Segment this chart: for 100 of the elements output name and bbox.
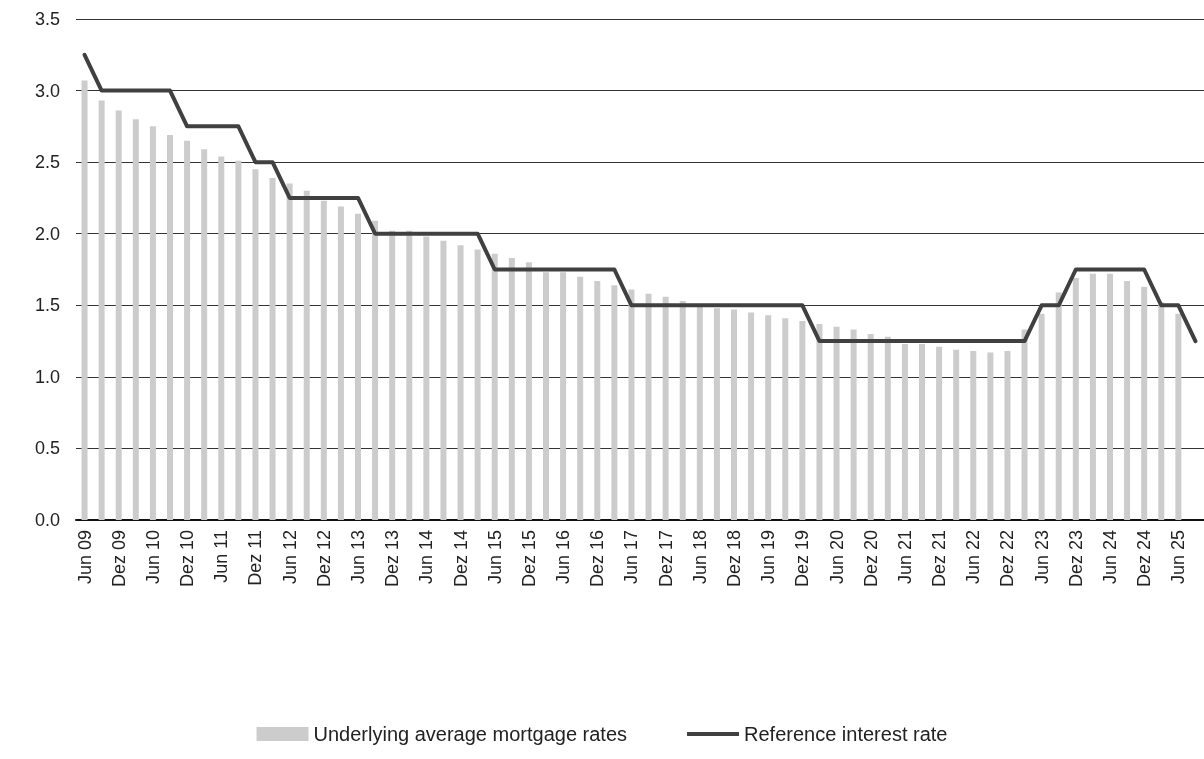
bar <box>1089 273 1096 520</box>
bar <box>98 100 105 520</box>
bar <box>1158 302 1165 520</box>
bar <box>543 272 549 520</box>
bar <box>337 206 344 520</box>
x-tick-label: Jun 13 <box>348 530 368 585</box>
bar <box>184 140 191 520</box>
bar <box>731 309 737 520</box>
x-tick-label: Jun 17 <box>621 530 642 585</box>
bar <box>303 190 310 520</box>
bar <box>970 351 977 520</box>
bar <box>269 177 276 520</box>
bar <box>115 110 122 520</box>
x-tick-label: Jun 24 <box>1100 530 1120 585</box>
bar <box>252 169 259 520</box>
x-tick-label: Jun 25 <box>1168 530 1189 585</box>
x-tick-label: Jun 10 <box>142 530 163 585</box>
bar <box>406 230 413 520</box>
bar <box>679 300 686 520</box>
bar <box>816 323 823 520</box>
y-tick-label: 1.5 <box>34 295 60 316</box>
x-tick-label: Dez 19 <box>792 530 813 588</box>
bar <box>799 321 806 520</box>
x-tick-label: Jun 11 <box>211 530 232 583</box>
bar <box>201 149 208 520</box>
x-tick-label: Dez 10 <box>177 530 198 588</box>
bar <box>696 306 703 520</box>
x-tick-label: Jun 23 <box>1031 530 1052 585</box>
bar <box>611 285 618 520</box>
x-tick-label: Dez 23 <box>1065 530 1086 588</box>
bar <box>919 343 925 520</box>
bar <box>286 183 293 520</box>
x-tick-label: Jun 15 <box>484 530 505 585</box>
y-tick-label: 3.0 <box>34 80 60 101</box>
bar <box>850 329 857 520</box>
bar <box>525 262 532 520</box>
x-tick-label: Dez 18 <box>724 530 744 588</box>
x-tick-label: Jun 09 <box>74 530 95 585</box>
x-tick-label: Jun 18 <box>689 530 710 585</box>
x-tick-label: Dez 22 <box>997 530 1018 588</box>
y-tick-label: 2.0 <box>34 223 60 244</box>
bar <box>748 312 755 520</box>
legend-label: Reference interest rate <box>744 723 948 745</box>
bar <box>355 213 361 520</box>
bar <box>833 326 840 520</box>
bar <box>1038 313 1045 520</box>
bar <box>628 289 635 520</box>
x-tick-label: Jun 20 <box>826 530 847 585</box>
bar <box>389 230 396 520</box>
y-tick-label: 0.0 <box>34 510 60 530</box>
bar <box>440 240 447 520</box>
bar <box>235 160 242 520</box>
bar <box>1107 273 1113 520</box>
bar <box>1021 329 1028 520</box>
bar <box>167 134 173 520</box>
x-tick-label: Dez 12 <box>313 530 334 588</box>
bar <box>474 249 481 520</box>
x-tick-label: Jun 22 <box>963 530 984 585</box>
bar <box>149 126 156 520</box>
bar <box>1072 278 1079 520</box>
bar <box>765 315 772 520</box>
bar <box>491 253 498 520</box>
x-tick-label: Dez 16 <box>587 530 608 588</box>
bar <box>662 296 669 520</box>
bar <box>218 156 225 520</box>
x-tick-label: Dez 15 <box>518 530 539 588</box>
x-tick-label: Dez 09 <box>108 530 129 588</box>
bar <box>1055 292 1062 520</box>
bar <box>987 352 994 520</box>
bar <box>1004 351 1011 520</box>
y-tick-label: 1.0 <box>34 366 60 387</box>
bar <box>867 333 874 520</box>
x-tick-label: Jun 14 <box>416 530 437 585</box>
x-tick-label: Jun 16 <box>553 530 574 585</box>
bar <box>372 220 379 520</box>
bar <box>953 349 960 520</box>
x-tick-label: Dez 17 <box>655 530 676 588</box>
x-tick-label: Dez 20 <box>860 530 881 588</box>
x-tick-label: Jun 19 <box>758 530 779 585</box>
bar <box>1175 313 1182 520</box>
x-tick-label: Jun 12 <box>279 530 300 585</box>
bar <box>457 245 464 520</box>
bar <box>936 346 943 520</box>
bar <box>132 119 139 520</box>
y-tick-label: 3.5 <box>34 9 60 29</box>
y-tick-label: 0.5 <box>34 438 60 459</box>
bar <box>560 272 567 520</box>
bar <box>320 200 327 520</box>
x-tick-label: Dez 13 <box>382 530 403 588</box>
bar <box>508 258 515 520</box>
bar <box>901 343 908 520</box>
bar <box>782 318 789 520</box>
y-tick-label: 2.5 <box>34 152 60 173</box>
bar <box>577 276 584 520</box>
bar <box>423 236 430 520</box>
x-tick-label: Dez 14 <box>450 530 471 588</box>
bar <box>713 308 720 520</box>
line-series <box>82 52 1198 344</box>
bar <box>594 280 601 520</box>
bar <box>884 336 891 520</box>
